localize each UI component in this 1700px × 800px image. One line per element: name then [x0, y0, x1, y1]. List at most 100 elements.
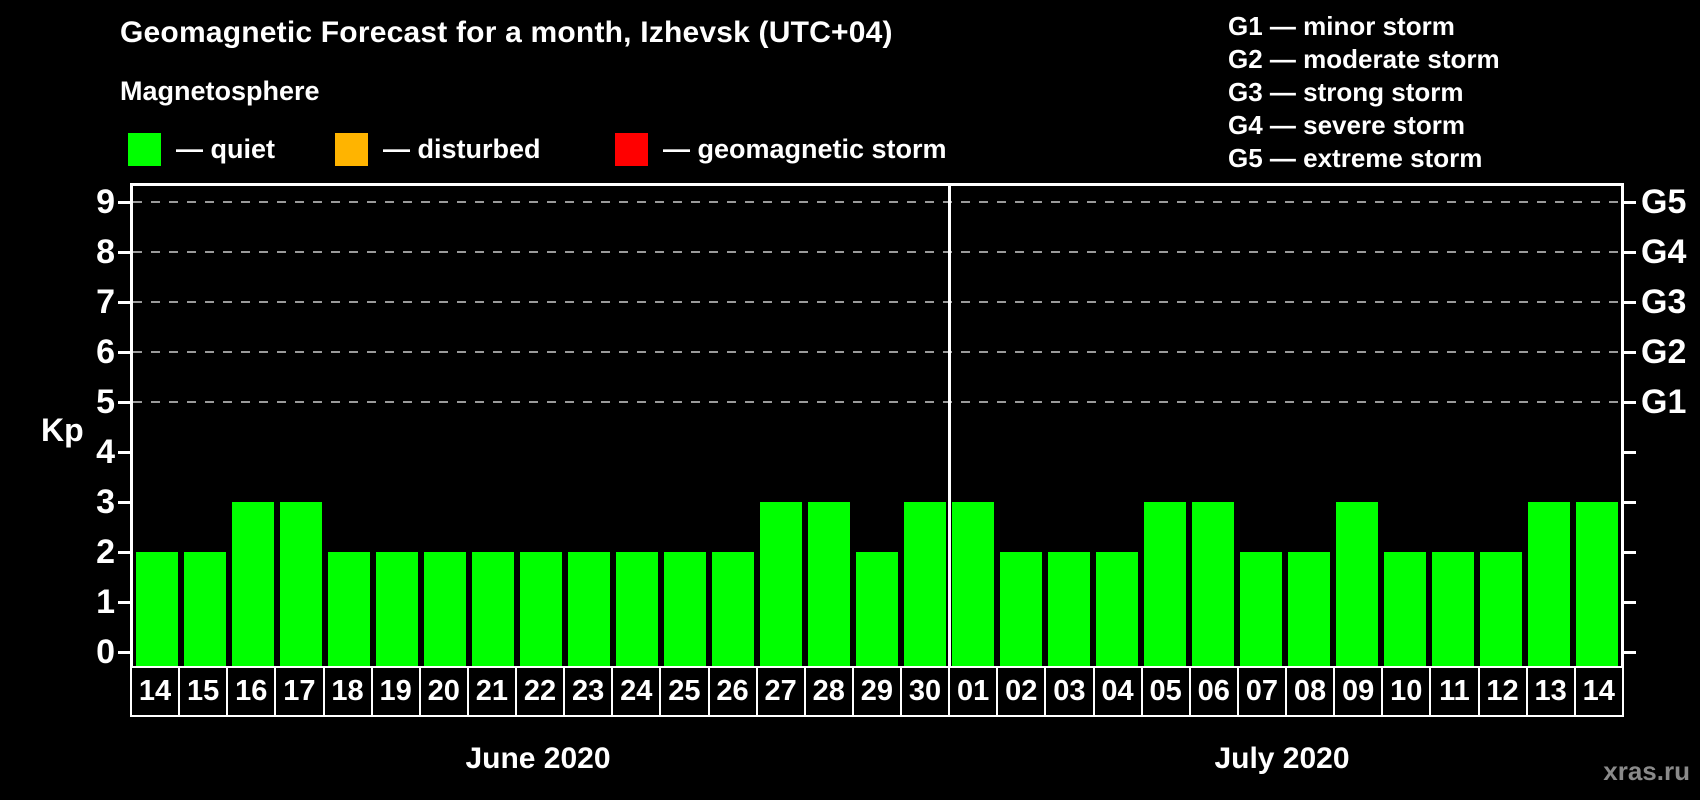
bar-day-07	[1240, 552, 1282, 668]
y-tick-label: 2	[96, 533, 115, 571]
right-axis-label-g2: G2	[1641, 333, 1687, 371]
legend-label-quiet: — quiet	[176, 133, 275, 164]
day-cell: 19	[373, 668, 421, 715]
bar-day-05	[1144, 502, 1186, 668]
legend-item-quiet: — quiet	[128, 131, 275, 167]
day-cell: 06	[1191, 668, 1239, 715]
bar-day-28	[808, 502, 850, 668]
magnetosphere-subtitle: Magnetosphere	[120, 76, 320, 106]
bar-day-18	[328, 552, 370, 668]
right-axis-label-g4: G4	[1641, 233, 1687, 271]
bar-day-26	[712, 552, 754, 668]
gridline-kp9	[133, 201, 1621, 203]
month-separator	[947, 186, 951, 668]
storm-legend-line: G4 — severe storm	[1228, 110, 1466, 140]
day-cell: 09	[1335, 668, 1384, 715]
gridline-kp6	[133, 351, 1621, 353]
day-cell: 04	[1095, 668, 1143, 715]
y-tick-label: 8	[96, 233, 115, 271]
bar-day-08	[1288, 552, 1330, 668]
day-cell: 16	[228, 668, 277, 715]
y-tick-label: 7	[96, 283, 115, 321]
bar-day-11	[1432, 552, 1474, 668]
disturbed-color-swatch	[335, 132, 368, 166]
bar-day-16	[232, 502, 274, 668]
bar-day-23	[568, 552, 610, 668]
bar-day-04	[1096, 552, 1138, 668]
bar-day-30	[904, 502, 946, 668]
right-tick	[1624, 201, 1636, 204]
storm-legend-line: G5 — extreme storm	[1228, 143, 1483, 173]
bar-day-15	[184, 552, 226, 668]
day-cell: 12	[1480, 668, 1528, 715]
y-tick	[118, 601, 130, 604]
legend-item-storm: — geomagnetic storm	[615, 131, 947, 167]
day-cell: 03	[1046, 668, 1095, 715]
day-cell: 02	[998, 668, 1047, 715]
bar-day-21	[472, 552, 514, 668]
bar-day-09	[1336, 502, 1378, 668]
right-tick	[1624, 351, 1636, 354]
right-tick	[1624, 301, 1636, 304]
bar-day-27	[760, 502, 802, 668]
day-cell: 15	[180, 668, 229, 715]
right-tick	[1624, 551, 1636, 554]
day-cell: 20	[421, 668, 469, 715]
right-tick	[1624, 251, 1636, 254]
y-tick-label: 9	[96, 183, 115, 221]
quiet-color-swatch	[128, 132, 161, 166]
y-tick	[118, 451, 130, 454]
bar-day-17	[280, 502, 322, 668]
month-label: June 2020	[465, 742, 611, 775]
y-tick	[118, 251, 130, 254]
right-axis-label-g3: G3	[1641, 283, 1687, 321]
storm-legend-line: G2 — moderate storm	[1228, 44, 1500, 74]
bar-day-14	[1576, 502, 1618, 668]
y-tick-label: 6	[96, 333, 115, 371]
day-cell: 21	[469, 668, 517, 715]
y-tick-label: 0	[96, 633, 115, 671]
y-tick	[118, 201, 130, 204]
day-cell: 07	[1239, 668, 1287, 715]
right-tick	[1624, 401, 1636, 404]
storm-scale-legend: G1 — minor storm G2 — moderate storm G3 — …	[1228, 10, 1500, 175]
y-axis-title: Kp	[41, 412, 84, 448]
bar-day-12	[1480, 552, 1522, 668]
day-cell: 23	[565, 668, 614, 715]
bar-day-01	[952, 502, 994, 668]
bar-day-03	[1048, 552, 1090, 668]
right-tick	[1624, 451, 1636, 454]
y-tick-label: 5	[96, 383, 115, 421]
day-cell: 10	[1383, 668, 1432, 715]
right-tick	[1624, 601, 1636, 604]
month-label: July 2020	[1214, 742, 1350, 775]
day-cell: 30	[902, 668, 951, 715]
day-cell: 08	[1287, 668, 1336, 715]
bar-day-20	[424, 552, 466, 668]
day-cell: 18	[325, 668, 373, 715]
watermark: xras.ru	[1603, 756, 1690, 786]
bar-day-02	[1000, 552, 1042, 668]
day-cell: 29	[854, 668, 902, 715]
day-cell: 14	[132, 668, 181, 715]
plot-area: Kp 0 1 2 3 4 5 6 7 8 9 G1 G2 G3 G4 G5	[41, 183, 1686, 670]
day-cell: 28	[806, 668, 854, 715]
y-tick	[118, 401, 130, 404]
bar-day-25	[664, 552, 706, 668]
y-tick	[118, 501, 130, 504]
day-cell: 13	[1528, 668, 1576, 715]
x-axis-day-row: 14 15 16 17 18 19 20 21 22 23 24 25 26 27 28 29 30 01 02 03…	[130, 666, 1624, 717]
right-axis-label-g5: G5	[1641, 183, 1687, 221]
y-tick	[118, 651, 130, 654]
day-cell: 22	[517, 668, 566, 715]
page-title: Geomagnetic Forecast for a month, Izhevs…	[120, 16, 893, 49]
day-cell: 27	[758, 668, 806, 715]
bar-day-14	[136, 552, 178, 668]
legend-label-storm: — geomagnetic storm	[663, 133, 947, 164]
bar-day-06	[1192, 502, 1234, 668]
bar-day-22	[520, 552, 562, 668]
gridline-kp8	[133, 251, 1621, 253]
storm-legend-line: G1 — minor storm	[1228, 11, 1455, 41]
right-axis-label-g1: G1	[1641, 383, 1687, 421]
bar-day-13	[1528, 502, 1570, 668]
